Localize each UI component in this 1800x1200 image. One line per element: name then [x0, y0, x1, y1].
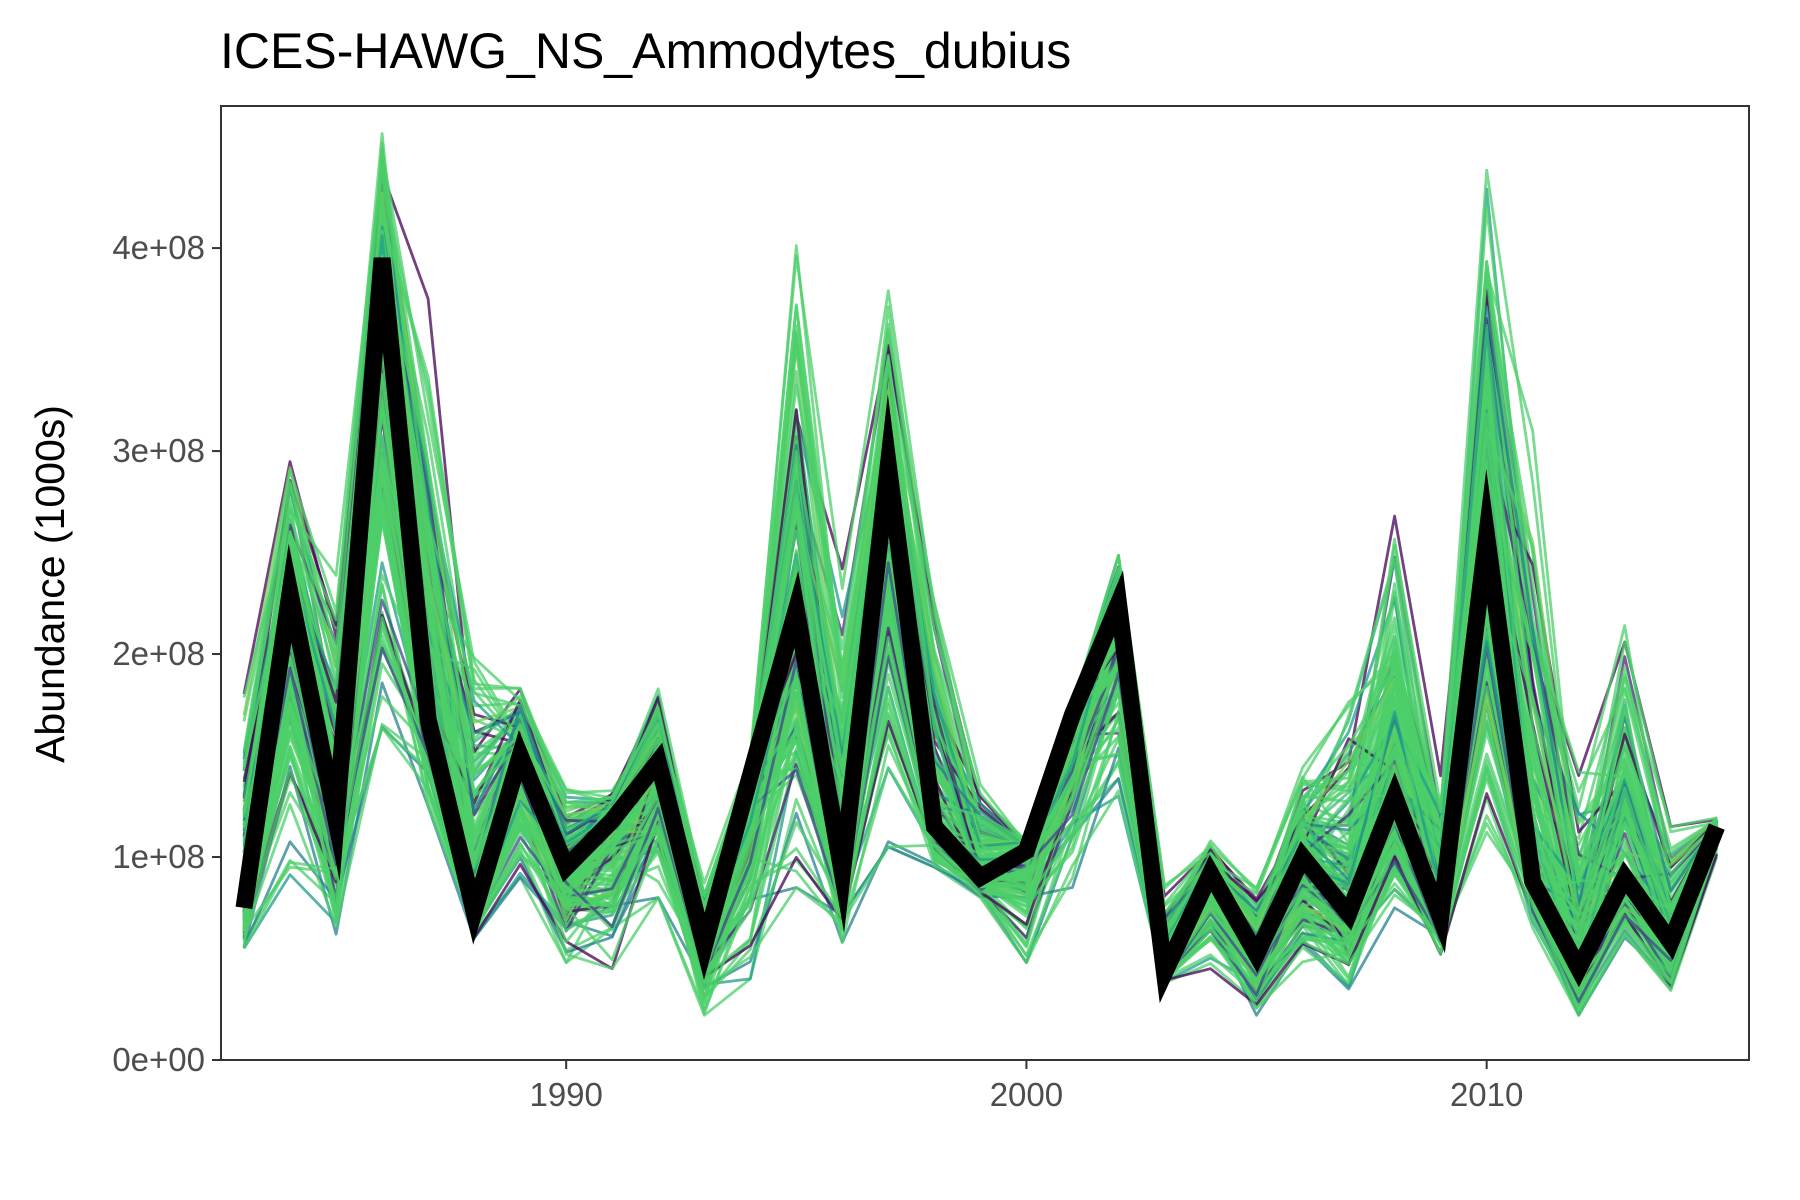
y-axis-label: Abundance (1000s) [27, 405, 73, 763]
x-tick-label: 2010 [1450, 1076, 1523, 1113]
x-tick-label: 2000 [990, 1076, 1063, 1113]
plot-panel-border [220, 105, 1750, 1061]
x-tick-label: 1990 [529, 1076, 602, 1113]
ensemble-line [242, 152, 1718, 923]
highlight-series [235, 257, 1725, 1004]
ensemble-line [242, 197, 1718, 924]
ensemble-line [242, 616, 1719, 1010]
axes: 0e+00 1e+08 2e+08 3e+08 4e+08 1990 2000 2010 [112, 229, 1523, 1113]
y-tick-label: 4e+08 [112, 229, 205, 266]
y-tick-label: 3e+08 [112, 432, 205, 469]
ensemble-line [242, 372, 1719, 980]
chart-title: ICES-HAWG_NS_Ammodytes_dubius [220, 23, 1071, 79]
y-tick-label: 1e+08 [112, 838, 205, 875]
y-tick-label: 2e+08 [112, 635, 205, 672]
y-tick-label: 0e+00 [112, 1041, 205, 1078]
